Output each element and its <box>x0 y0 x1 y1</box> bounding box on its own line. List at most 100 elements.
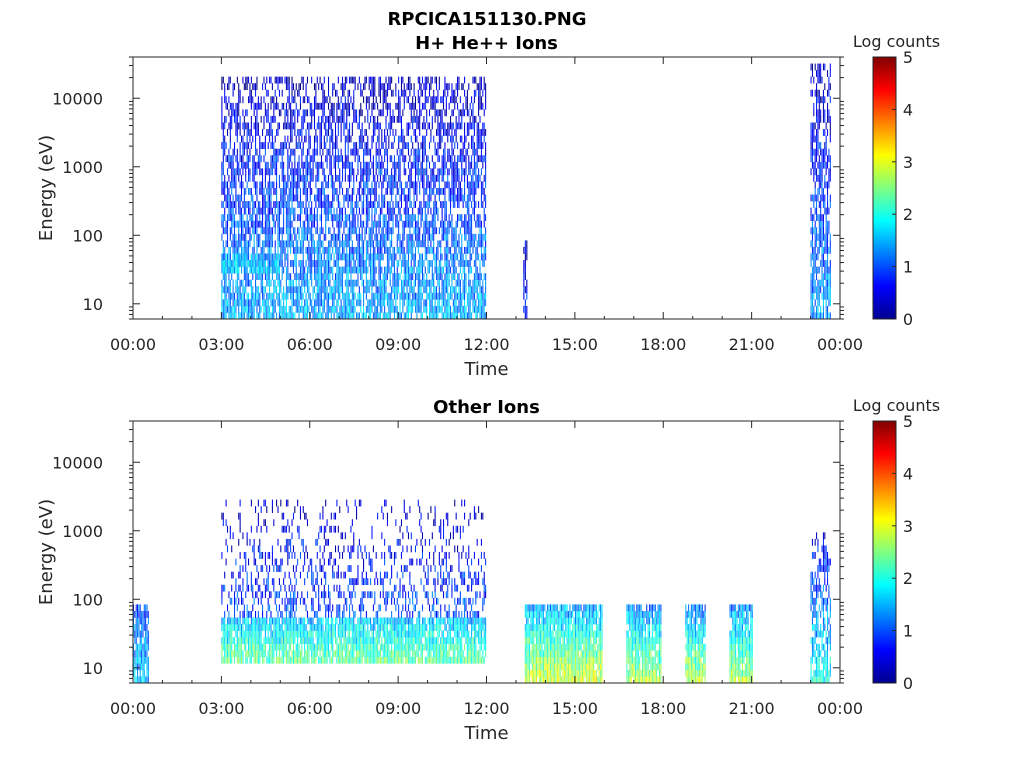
heatmap-cell <box>236 161 238 169</box>
heatmap-cell <box>417 214 419 222</box>
heatmap-cell <box>226 227 229 235</box>
heatmap-cell <box>437 299 439 307</box>
heatmap-cell <box>288 155 290 163</box>
heatmap-cell <box>414 188 417 195</box>
heatmap-cell <box>465 168 467 176</box>
heatmap-cell <box>461 188 463 195</box>
heatmap-cell <box>417 161 419 169</box>
heatmap-cell <box>226 233 229 241</box>
heatmap-cell <box>283 102 285 110</box>
heatmap-cell <box>433 220 435 228</box>
heatmap-cell <box>281 102 283 110</box>
heatmap-cell <box>822 89 824 97</box>
heatmap-cell <box>813 266 815 274</box>
heatmap-cell <box>242 253 244 261</box>
heatmap-cell <box>315 129 317 136</box>
heatmap-cell <box>473 279 475 287</box>
y-tick-label: 10000 <box>52 89 103 108</box>
heatmap-cell <box>332 201 334 208</box>
heatmap-cell <box>444 83 446 91</box>
heatmap-cell <box>229 312 231 320</box>
heatmap-cell <box>451 253 453 261</box>
heatmap-cell <box>253 174 255 182</box>
heatmap-cell <box>301 292 303 300</box>
heatmap-cell <box>224 312 226 320</box>
heatmap-cell <box>414 148 417 156</box>
heatmap-cell <box>818 220 820 228</box>
heatmap-cell <box>396 246 398 254</box>
heatmap-cell <box>430 240 432 248</box>
heatmap-cell <box>320 312 323 320</box>
heatmap-cell <box>445 109 447 117</box>
heatmap-cell <box>238 168 240 176</box>
heatmap-cell <box>480 181 482 189</box>
heatmap-cell <box>459 253 461 261</box>
x-tick-label: 15:00 <box>552 335 598 354</box>
heatmap-cell <box>430 305 432 313</box>
heatmap-cell <box>462 168 464 176</box>
heatmap-cell <box>483 188 485 195</box>
heatmap-cell <box>343 194 345 202</box>
heatmap-cell <box>412 142 414 149</box>
heatmap-cell <box>228 246 230 254</box>
heatmap-cell <box>382 142 384 149</box>
heatmap-cell <box>395 181 397 189</box>
heatmap-cell <box>277 220 279 228</box>
heatmap-cell <box>457 188 459 195</box>
heatmap-cell <box>294 273 296 280</box>
heatmap-cell <box>813 148 815 156</box>
heatmap-cell <box>403 253 405 261</box>
heatmap-cell <box>311 188 313 195</box>
heatmap-cell <box>308 227 310 235</box>
heatmap-cell <box>437 207 439 215</box>
heatmap-cell <box>335 89 337 97</box>
heatmap-cell <box>257 207 259 215</box>
heatmap-cell <box>483 214 485 222</box>
heatmap-cell <box>267 194 269 202</box>
heatmap-cell <box>255 220 257 228</box>
heatmap-cell <box>443 102 445 110</box>
heatmap-cell <box>820 201 822 208</box>
heatmap-cell <box>371 214 373 222</box>
heatmap-cell <box>829 312 831 320</box>
heatmap-cell <box>438 266 440 274</box>
heatmap-cell <box>386 299 388 307</box>
heatmap-cell <box>365 102 367 110</box>
heatmap-cell <box>388 135 390 143</box>
heatmap-cell <box>526 279 528 287</box>
heatmap-cell <box>257 292 259 300</box>
heatmap-cell <box>255 83 257 91</box>
heatmap-cell <box>822 129 824 136</box>
heatmap-cell <box>444 148 446 156</box>
heatmap-cell <box>482 299 484 307</box>
heatmap-cell <box>350 227 352 235</box>
heatmap-cell <box>255 227 257 235</box>
heatmap-cell <box>347 260 349 267</box>
heatmap-cell <box>278 240 280 248</box>
heatmap-cell <box>322 312 324 320</box>
heatmap-cell <box>221 292 223 300</box>
heatmap-cell <box>298 292 300 300</box>
heatmap-cell <box>450 286 452 294</box>
heatmap-cell <box>340 312 342 320</box>
heatmap-cell <box>375 266 377 274</box>
heatmap-cell <box>374 273 376 280</box>
heatmap-cell <box>407 273 409 280</box>
heatmap-cell <box>485 286 487 294</box>
heatmap-cell <box>271 83 273 91</box>
heatmap-cell <box>406 194 408 202</box>
heatmap-cell <box>325 194 327 202</box>
heatmap-cell <box>288 312 290 320</box>
heatmap-cell <box>370 194 372 202</box>
heatmap-cell <box>260 279 262 287</box>
heatmap-cell <box>395 286 397 294</box>
heatmap-cell <box>441 299 443 307</box>
heatmap-cell <box>465 253 467 261</box>
heatmap-cell <box>308 135 310 143</box>
heatmap-cell <box>464 129 466 136</box>
heatmap-cell <box>524 246 526 254</box>
heatmap-cell <box>291 161 293 169</box>
heatmap-cell <box>423 220 425 228</box>
heatmap-cell <box>371 220 373 228</box>
heatmap-cell <box>447 155 449 163</box>
